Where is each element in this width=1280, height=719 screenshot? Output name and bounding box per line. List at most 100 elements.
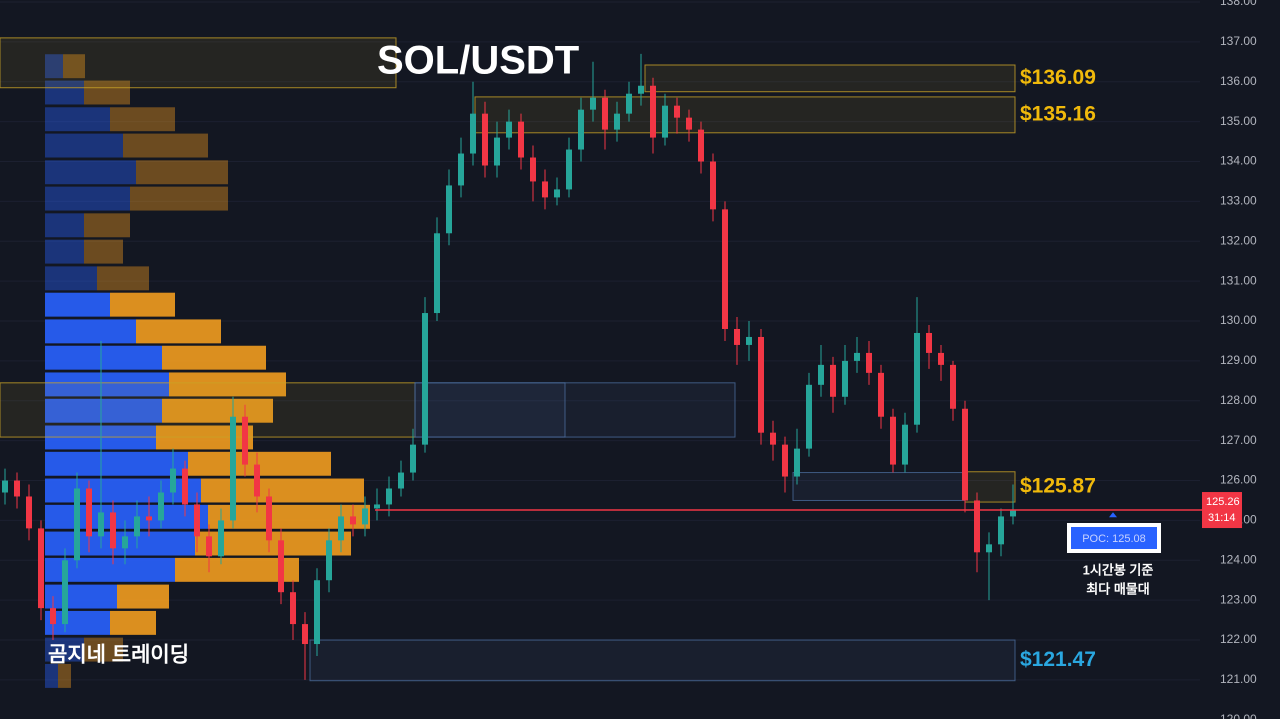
sell-volume-bar bbox=[84, 239, 123, 264]
candle-body bbox=[206, 536, 212, 557]
y-tick-label: 136.00 bbox=[1220, 74, 1257, 88]
candle-body bbox=[134, 516, 140, 537]
buy-volume-bar bbox=[45, 451, 188, 476]
candle-body bbox=[38, 528, 44, 609]
candle-body bbox=[446, 185, 452, 234]
candle-body bbox=[458, 153, 464, 186]
candle-body bbox=[494, 137, 500, 166]
candle-body bbox=[902, 424, 908, 465]
candle-body bbox=[590, 97, 596, 110]
volume-profile bbox=[45, 54, 370, 688]
y-tick-label: 120.00 bbox=[1220, 712, 1257, 719]
sell-volume-bar bbox=[110, 292, 175, 317]
candle-body bbox=[818, 364, 824, 385]
candle-body bbox=[278, 540, 284, 593]
candle-body bbox=[470, 113, 476, 154]
candle-body bbox=[554, 189, 560, 198]
candle-body bbox=[638, 85, 644, 94]
candle-body bbox=[914, 332, 920, 425]
candle-body bbox=[938, 352, 944, 365]
buy-volume-bar bbox=[45, 292, 110, 317]
candle-body bbox=[326, 540, 332, 581]
candle-body bbox=[734, 328, 740, 345]
y-tick-label: 127.00 bbox=[1220, 433, 1257, 447]
sell-volume-bar bbox=[123, 133, 208, 158]
candle-body bbox=[218, 520, 224, 557]
candle-body bbox=[98, 512, 104, 537]
buy-volume-bar bbox=[45, 239, 84, 264]
candle-body bbox=[350, 516, 356, 525]
sell-volume-bar bbox=[195, 531, 351, 556]
candle-body bbox=[986, 544, 992, 553]
y-tick-label: 131.00 bbox=[1220, 273, 1257, 287]
poc-marker bbox=[1109, 512, 1117, 518]
candle-body bbox=[434, 233, 440, 314]
candles bbox=[2, 53, 1016, 680]
buy-volume-bar bbox=[45, 372, 169, 397]
sell-volume-bar bbox=[188, 451, 331, 476]
sell-volume-bar bbox=[175, 557, 299, 582]
candle-body bbox=[242, 416, 248, 465]
zone-label: $125.87 bbox=[1020, 474, 1096, 497]
buy-volume-bar bbox=[45, 160, 136, 185]
y-tick-label: 133.00 bbox=[1220, 194, 1257, 208]
last-price-tag bbox=[1202, 492, 1242, 529]
candle-body bbox=[890, 416, 896, 465]
candle-body bbox=[626, 93, 632, 114]
sell-volume-bar bbox=[84, 637, 123, 662]
candle-body bbox=[566, 149, 572, 190]
sell-volume-bar bbox=[162, 345, 266, 370]
candle-body bbox=[686, 117, 692, 130]
candle-body bbox=[422, 313, 428, 445]
candle-body bbox=[758, 336, 764, 433]
buy-volume-bar bbox=[45, 133, 123, 158]
candle-body bbox=[50, 608, 56, 625]
sell-volume-bar bbox=[63, 54, 85, 79]
candle-body bbox=[806, 384, 812, 449]
y-tick-label: 122.00 bbox=[1220, 632, 1257, 646]
candle-body bbox=[950, 364, 956, 409]
candle-body bbox=[842, 360, 848, 397]
zone-box bbox=[474, 96, 1016, 134]
sell-volume-bar bbox=[130, 186, 228, 211]
y-tick-label: 121.00 bbox=[1220, 672, 1257, 686]
countdown-label: 31:14 bbox=[1208, 512, 1236, 524]
candle-body bbox=[710, 161, 716, 210]
y-tick-label: 130.00 bbox=[1220, 313, 1257, 327]
sell-volume-bar bbox=[84, 80, 130, 105]
candle-body bbox=[662, 105, 668, 138]
candle-body bbox=[578, 109, 584, 150]
candle-body bbox=[974, 500, 980, 553]
candle-body bbox=[338, 516, 344, 541]
buy-volume-bar bbox=[45, 266, 97, 291]
sell-volume-bar bbox=[110, 107, 175, 132]
candle-body bbox=[782, 444, 788, 477]
candle-body bbox=[410, 444, 416, 473]
candle-body bbox=[302, 624, 308, 645]
candle-body bbox=[878, 372, 884, 417]
candle-body bbox=[746, 336, 752, 345]
candle-body bbox=[146, 516, 152, 521]
candle-body bbox=[542, 181, 548, 198]
buy-volume-bar bbox=[45, 80, 84, 105]
overlay: 120.00121.00122.00123.00124.00125.00126.… bbox=[48, 0, 1257, 719]
buy-volume-bar bbox=[45, 186, 130, 211]
buy-volume-bar bbox=[45, 610, 110, 635]
candle-body bbox=[14, 480, 20, 497]
zone-box bbox=[792, 472, 966, 501]
candle-body bbox=[230, 416, 236, 521]
candle-body bbox=[386, 488, 392, 505]
candle-body bbox=[254, 464, 260, 497]
candle-body bbox=[62, 560, 68, 625]
buy-volume-bar bbox=[45, 319, 136, 344]
candle-body bbox=[314, 580, 320, 645]
candle-body bbox=[26, 496, 32, 529]
candle-body bbox=[998, 516, 1004, 545]
sell-volume-bar bbox=[169, 372, 286, 397]
sell-volume-bar bbox=[136, 160, 228, 185]
buy-volume-bar bbox=[45, 54, 63, 79]
sell-volume-bar bbox=[110, 610, 156, 635]
candle-body bbox=[650, 85, 656, 138]
